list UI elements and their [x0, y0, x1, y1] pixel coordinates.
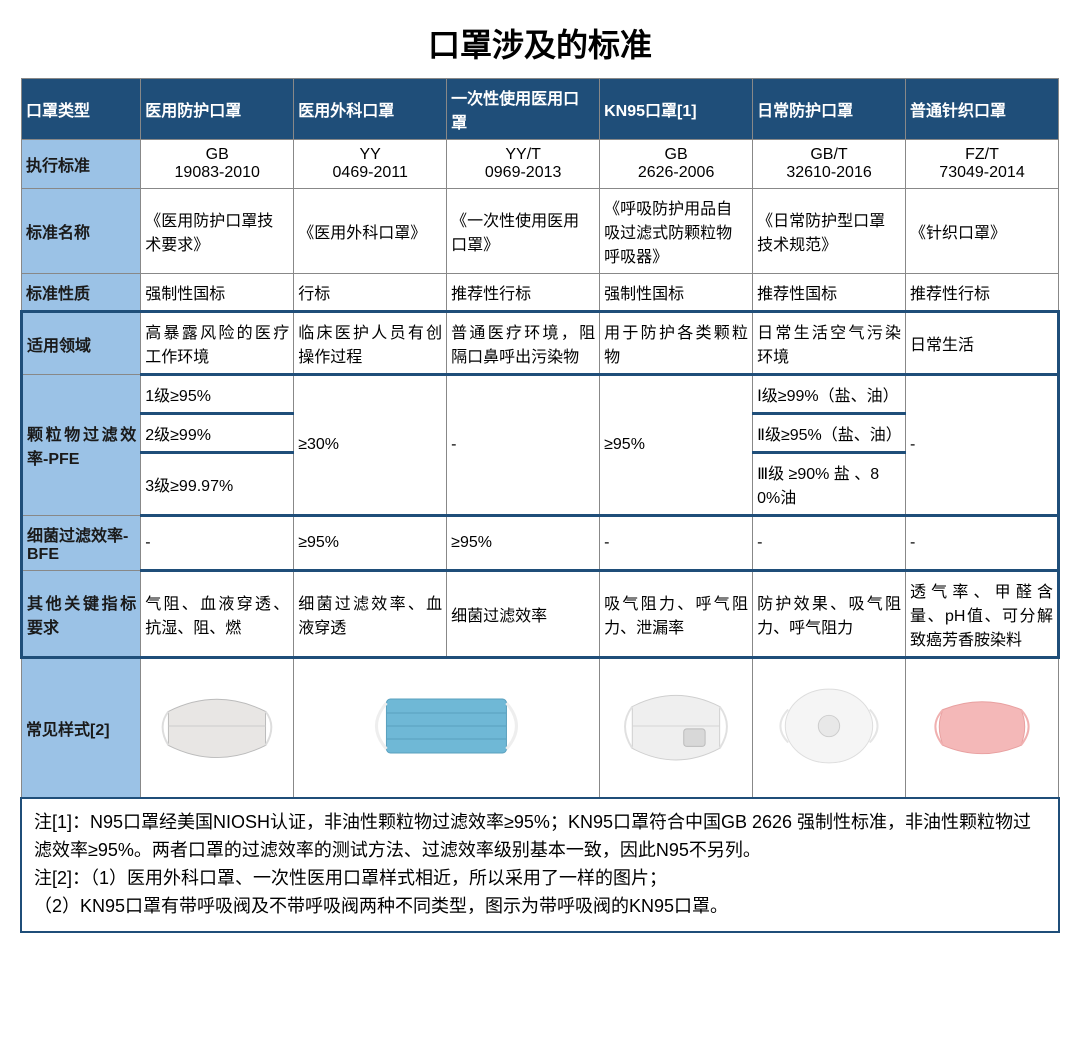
col-header: 医用防护口罩: [141, 79, 294, 140]
cell: 强制性国标: [141, 274, 294, 312]
cell: ≥95%: [447, 516, 600, 571]
mask-sample-daily: [753, 658, 906, 798]
mask-icon: [149, 671, 285, 781]
label-other-key: 其他关键指标要求: [22, 571, 141, 658]
label-mask-type: 口罩类型: [22, 79, 141, 140]
table-row: 颗粒物过滤效率-PFE 1级≥95% ≥30% - ≥95% Ⅰ级≥99%（盐、…: [22, 375, 1059, 414]
cell: Ⅰ级≥99%（盐、油）: [753, 375, 906, 414]
notes-box: 注[1]：N95口罩经美国NIOSH认证，非油性颗粒物过滤效率≥95%；KN95…: [20, 797, 1060, 933]
table-row: 口罩类型 医用防护口罩 医用外科口罩 一次性使用医用口罩 KN95口罩[1] 日…: [22, 79, 1059, 140]
cell: 日常生活空气污染环境: [753, 312, 906, 375]
mask-icon: [761, 671, 897, 781]
cell: 防护效果、吸气阻力、呼气阻力: [753, 571, 906, 658]
standards-table: 口罩类型 医用防护口罩 医用外科口罩 一次性使用医用口罩 KN95口罩[1] 日…: [20, 78, 1060, 798]
label-std-name: 标准名称: [22, 189, 141, 274]
cell: 细菌过滤效率、血液穿透: [294, 571, 447, 658]
label-exec-std: 执行标准: [22, 140, 141, 189]
note-line: 注[1]：N95口罩经美国NIOSH认证，非油性颗粒物过滤效率≥95%；KN95…: [34, 809, 1046, 865]
table-row: 标准名称 《医用防护口罩技术要求》 《医用外科口罩》 《一次性使用医用口罩》 《…: [22, 189, 1059, 274]
cell: 《医用防护口罩技术要求》: [141, 189, 294, 274]
cell: -: [447, 375, 600, 516]
cell: ≥30%: [294, 375, 447, 516]
cell: 《日常防护型口罩技术规范》: [753, 189, 906, 274]
cell: 《医用外科口罩》: [294, 189, 447, 274]
cell: 行标: [294, 274, 447, 312]
cell: 日常生活: [906, 312, 1059, 375]
cell: 1级≥95%: [141, 375, 294, 414]
table-row: 细菌过滤效率-BFE - ≥95% ≥95% - - -: [22, 516, 1059, 571]
cell: YY/T0969-2013: [447, 140, 600, 189]
cell: 气阻、血液穿透、抗湿、阻、燃: [141, 571, 294, 658]
cell: -: [753, 516, 906, 571]
cell: YY0469-2011: [294, 140, 447, 189]
table-row: 执行标准 GB19083-2010 YY0469-2011 YY/T0969-2…: [22, 140, 1059, 189]
cell: ≥95%: [294, 516, 447, 571]
mask-sample-kn95: [600, 658, 753, 798]
cell: Ⅲ级 ≥90% 盐 、80%油: [753, 453, 906, 516]
cell: Ⅱ级≥95%（盐、油）: [753, 414, 906, 453]
cell: GB19083-2010: [141, 140, 294, 189]
col-header: KN95口罩[1]: [600, 79, 753, 140]
cell: 《针织口罩》: [906, 189, 1059, 274]
cell: -: [600, 516, 753, 571]
cell: GB/T32610-2016: [753, 140, 906, 189]
cell: 透气率、甲醛含量、pH值、可分解致癌芳香胺染料: [906, 571, 1059, 658]
cell: FZ/T73049-2014: [906, 140, 1059, 189]
note-line: 注[2]：（1）医用外科口罩、一次性医用口罩样式相近，所以采用了一样的图片；: [34, 865, 1046, 893]
col-header: 一次性使用医用口罩: [447, 79, 600, 140]
cell: 推荐性行标: [906, 274, 1059, 312]
label-sample: 常见样式[2]: [22, 658, 141, 798]
cell: 《呼吸防护用品自吸过滤式防颗粒物呼吸器》: [600, 189, 753, 274]
mask-icon: [608, 671, 744, 781]
table-row: 其他关键指标要求 气阻、血液穿透、抗湿、阻、燃 细菌过滤效率、血液穿透 细菌过滤…: [22, 571, 1059, 658]
col-header: 医用外科口罩: [294, 79, 447, 140]
table-row: 适用领域 高暴露风险的医疗工作环境 临床医护人员有创操作过程 普通医疗环境，阻隔…: [22, 312, 1059, 375]
col-header: 日常防护口罩: [753, 79, 906, 140]
cell: 普通医疗环境，阻隔口鼻呼出污染物: [447, 312, 600, 375]
mask-icon: [914, 671, 1050, 781]
cell: 吸气阻力、呼气阻力、泄漏率: [600, 571, 753, 658]
label-std-nature: 标准性质: [22, 274, 141, 312]
cell: ≥95%: [600, 375, 753, 516]
cell: 《一次性使用医用口罩》: [447, 189, 600, 274]
mask-sample-medical-protective: [141, 658, 294, 798]
cell: 推荐性国标: [753, 274, 906, 312]
label-pfe: 颗粒物过滤效率-PFE: [22, 375, 141, 516]
cell: 强制性国标: [600, 274, 753, 312]
cell: 临床医护人员有创操作过程: [294, 312, 447, 375]
mask-icon: [302, 671, 591, 781]
cell: 细菌过滤效率: [447, 571, 600, 658]
label-bfe: 细菌过滤效率-BFE: [22, 516, 141, 571]
note-line: （2）KN95口罩有带呼吸阀及不带呼吸阀两种不同类型，图示为带呼吸阀的KN95口…: [34, 893, 1046, 921]
col-header: 普通针织口罩: [906, 79, 1059, 140]
cell: -: [906, 516, 1059, 571]
table-row: 常见样式[2]: [22, 658, 1059, 798]
cell: 2级≥99%: [141, 414, 294, 453]
page-title: 口罩涉及的标准: [20, 20, 1060, 66]
cell: -: [906, 375, 1059, 516]
cell: 用于防护各类颗粒物: [600, 312, 753, 375]
cell: 推荐性行标: [447, 274, 600, 312]
mask-sample-surgical: [294, 658, 600, 798]
cell: 高暴露风险的医疗工作环境: [141, 312, 294, 375]
cell: GB2626-2006: [600, 140, 753, 189]
label-apply-field: 适用领域: [22, 312, 141, 375]
cell: -: [141, 516, 294, 571]
table-row: 标准性质 强制性国标 行标 推荐性行标 强制性国标 推荐性国标 推荐性行标: [22, 274, 1059, 312]
cell: 3级≥99.97%: [141, 453, 294, 516]
mask-sample-knit: [906, 658, 1059, 798]
